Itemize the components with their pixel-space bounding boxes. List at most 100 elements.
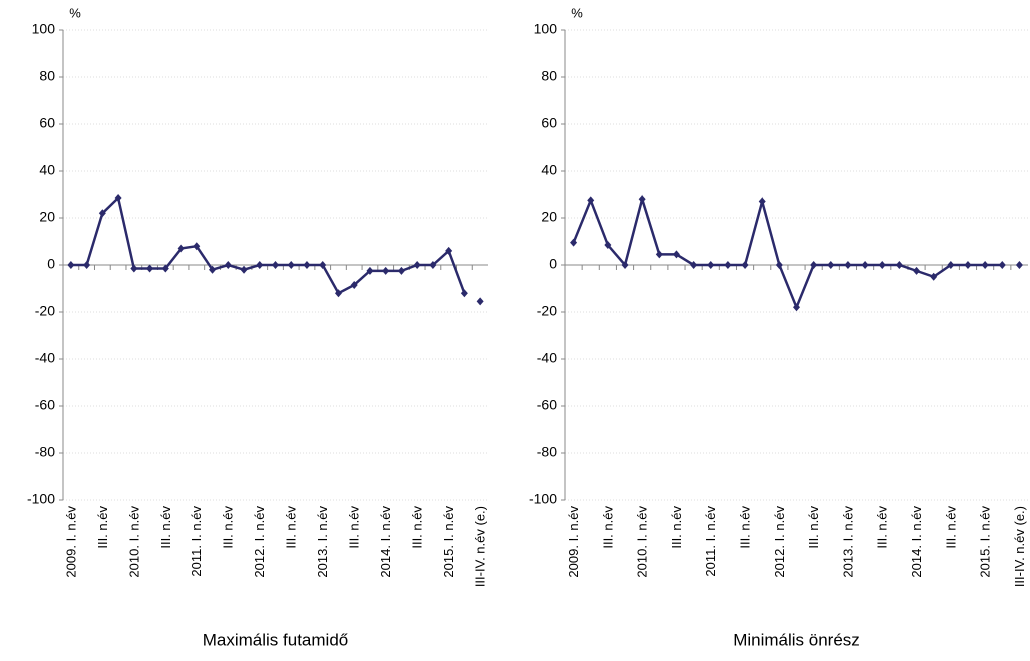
x-tick-label: 2015. I. n.év bbox=[441, 506, 456, 578]
x-tick-label: III. n.év bbox=[600, 506, 615, 549]
point bbox=[287, 261, 295, 269]
y-tick-label: -40 bbox=[35, 350, 55, 366]
point bbox=[672, 250, 680, 259]
point bbox=[895, 261, 903, 269]
y-tick-label: -100 bbox=[27, 491, 55, 507]
point bbox=[947, 261, 955, 269]
point bbox=[476, 297, 484, 306]
y-tick-label: 0 bbox=[549, 256, 557, 272]
y-tick-label: 80 bbox=[541, 68, 557, 84]
point bbox=[998, 261, 1006, 269]
y-tick-label: -80 bbox=[537, 444, 557, 460]
point bbox=[775, 261, 783, 269]
line bbox=[572, 194, 1003, 311]
point bbox=[83, 261, 91, 269]
point bbox=[460, 289, 468, 298]
x-tick-label: 2012. I. n.év bbox=[772, 506, 787, 578]
point bbox=[272, 261, 279, 269]
point bbox=[319, 261, 327, 269]
x-tick-label: III-IV. n.év (e.) bbox=[473, 506, 488, 587]
point bbox=[913, 266, 921, 275]
point bbox=[1015, 261, 1023, 269]
point bbox=[758, 197, 766, 206]
y-tick-label: 80 bbox=[39, 68, 55, 84]
y-tick-label: -60 bbox=[35, 397, 55, 413]
point bbox=[350, 280, 358, 289]
x-tick-label: 2009. I. n.év bbox=[63, 506, 78, 578]
y-tick-label: -20 bbox=[35, 303, 55, 319]
x-tick-label: III. n.év bbox=[875, 506, 890, 549]
x-tick-label: 2010. I. n.év bbox=[635, 506, 650, 578]
y-unit-label: % bbox=[69, 5, 81, 20]
y-tick-label: 60 bbox=[541, 115, 557, 131]
point bbox=[397, 266, 405, 275]
point bbox=[209, 265, 217, 274]
point bbox=[98, 209, 106, 218]
point bbox=[604, 241, 612, 250]
point bbox=[741, 261, 749, 269]
point bbox=[570, 238, 578, 247]
point bbox=[193, 242, 201, 251]
chart-title: Minimális önrész bbox=[733, 630, 860, 649]
x-tick-label: 2013. I. n.év bbox=[840, 506, 855, 578]
point bbox=[413, 261, 421, 269]
x-tick-label: III. n.év bbox=[221, 506, 236, 549]
point bbox=[177, 244, 185, 253]
x-tick-label: III. n.év bbox=[669, 506, 684, 549]
y-tick-label: -80 bbox=[35, 444, 55, 460]
point bbox=[114, 194, 122, 203]
x-tick-label: III. n.év bbox=[943, 506, 958, 549]
x-tick-label: 2012. I. n.év bbox=[252, 506, 267, 578]
point bbox=[930, 272, 938, 281]
point bbox=[655, 250, 663, 259]
x-tick-label: III. n.év bbox=[347, 506, 362, 549]
y-tick-label: 60 bbox=[39, 115, 55, 131]
x-tick-label: 2014. I. n.év bbox=[909, 506, 924, 578]
x-tick-label: III. n.év bbox=[95, 506, 110, 549]
x-tick-label: 2013. I. n.év bbox=[315, 506, 330, 578]
point bbox=[240, 265, 248, 274]
point bbox=[366, 266, 374, 275]
y-tick-label: 0 bbox=[47, 256, 55, 272]
point bbox=[429, 261, 437, 269]
x-tick-label: III. n.év bbox=[737, 506, 752, 549]
point bbox=[621, 261, 629, 269]
y-tick-label: 40 bbox=[39, 162, 55, 178]
point bbox=[224, 261, 232, 269]
y-tick-label: -60 bbox=[537, 397, 557, 413]
line bbox=[70, 195, 466, 295]
x-tick-label: III-IV. n.év (e.) bbox=[1012, 506, 1027, 587]
x-tick-label: 2011. I. n.év bbox=[703, 506, 718, 577]
point bbox=[303, 261, 311, 269]
y-tick-label: 20 bbox=[39, 209, 55, 225]
point bbox=[382, 266, 390, 275]
point bbox=[827, 261, 835, 269]
point bbox=[844, 261, 852, 269]
y-tick-label: -40 bbox=[537, 350, 557, 366]
point bbox=[130, 264, 138, 273]
x-tick-label: III. n.év bbox=[284, 506, 299, 549]
point bbox=[878, 261, 886, 269]
x-tick-label: III. n.év bbox=[806, 506, 821, 549]
point bbox=[724, 261, 732, 269]
point bbox=[334, 289, 342, 298]
y-tick-label: -20 bbox=[537, 303, 557, 319]
x-tick-label: 2015. I. n.év bbox=[978, 506, 993, 578]
point bbox=[707, 261, 715, 269]
y-tick-label: -100 bbox=[529, 491, 557, 507]
x-tick-label: 2010. I. n.év bbox=[126, 506, 141, 578]
point bbox=[256, 261, 264, 269]
point bbox=[793, 303, 800, 312]
x-tick-label: 2009. I. n.év bbox=[566, 506, 581, 578]
point bbox=[981, 261, 989, 269]
point bbox=[67, 261, 75, 269]
y-tick-label: 100 bbox=[534, 21, 558, 37]
x-tick-label: 2014. I. n.év bbox=[378, 506, 393, 578]
y-tick-label: 40 bbox=[541, 162, 557, 178]
y-tick-label: 100 bbox=[32, 21, 56, 37]
x-tick-label: 2011. I. n.év bbox=[189, 506, 204, 577]
point bbox=[587, 196, 595, 205]
point bbox=[810, 261, 818, 269]
y-unit-label: % bbox=[571, 5, 583, 20]
